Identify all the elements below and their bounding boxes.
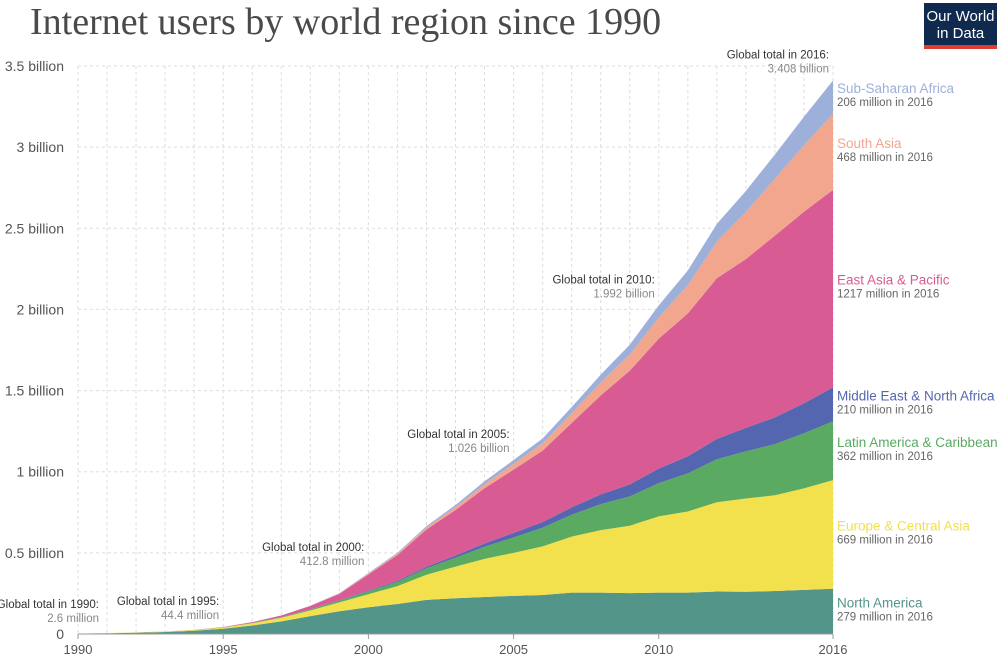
legend-series-note: 362 million in 2016 [837,451,933,463]
annotation-value: 1.992 billion [593,288,654,300]
logo-line-2: in Data [936,25,985,42]
y-tick-label: 2 billion [17,301,64,317]
x-tick-label: 2010 [644,642,673,657]
legend-series-name[interactable]: Sub-Saharan Africa [837,81,955,96]
annotation-value: 3.408 billion [768,63,829,75]
x-tick-label: 2016 [819,642,848,657]
y-tick-label: 1.5 billion [5,383,64,399]
legend-series-note: 468 million in 2016 [837,152,933,164]
annotation-label: Global total in 2000: [262,542,364,554]
annotation-label: Global total in 1990: [0,599,99,611]
legend-series-name[interactable]: South Asia [837,136,902,151]
annotation-value: 2.6 million [47,613,99,625]
y-tick-label: 0 [56,626,64,642]
legend-series-name[interactable]: North America [837,595,923,610]
annotation-label: Global total in 2005: [407,429,509,441]
y-tick-label: 3 billion [17,139,64,155]
logo-line-1: Our World [926,8,995,25]
annotation-value: 44.4 million [161,610,219,622]
x-tick-label: 1995 [209,642,238,657]
legend-series-name[interactable]: Middle East & North Africa [837,388,995,403]
area-europe-central-asia[interactable] [78,480,833,634]
y-tick-label: 2.5 billion [5,220,64,236]
y-tick-label: 0.5 billion [5,545,64,561]
annotation-value: 412.8 million [300,556,365,568]
y-tick-label: 3.5 billion [5,58,64,74]
annotation-layer: Global total in 1990: 2.6 million Global t… [0,49,829,625]
annotation-label: Global total in 1995: [117,596,219,608]
x-tick-label: 1990 [64,642,93,657]
legend-series-note: 210 million in 2016 [837,404,933,416]
x-tick-label: 2005 [499,642,528,657]
legend-series-note: 279 million in 2016 [837,611,933,623]
legend-series-name[interactable]: Europe & Central Asia [837,518,970,533]
our-world-in-data-logo[interactable]: Our World in Data [924,3,997,49]
area-layer [78,80,833,634]
y-tick-label: 1 billion [17,464,64,480]
area-east-asia-pacific[interactable] [78,189,833,634]
annotation-label: Global total in 2016: [727,49,829,61]
legend-series-name[interactable]: Latin America & Caribbean [837,435,998,450]
x-tick-label: 2000 [354,642,383,657]
legend-series-note: 1217 million in 2016 [837,289,939,301]
annotation-label: Global total in 2010: [552,274,654,286]
area-north-america[interactable] [78,588,833,634]
chart-title: Internet users by world region since 199… [30,1,662,43]
axis-layer: 0 0.5 billion 1 billion 1.5 billion 2 billio… [5,58,848,657]
legend-series-name[interactable]: East Asia & Pacific [837,273,950,288]
annotation-value: 1.026 billion [448,443,509,455]
legend-series-note: 206 million in 2016 [837,97,933,109]
legend-series-note: 669 million in 2016 [837,534,933,546]
